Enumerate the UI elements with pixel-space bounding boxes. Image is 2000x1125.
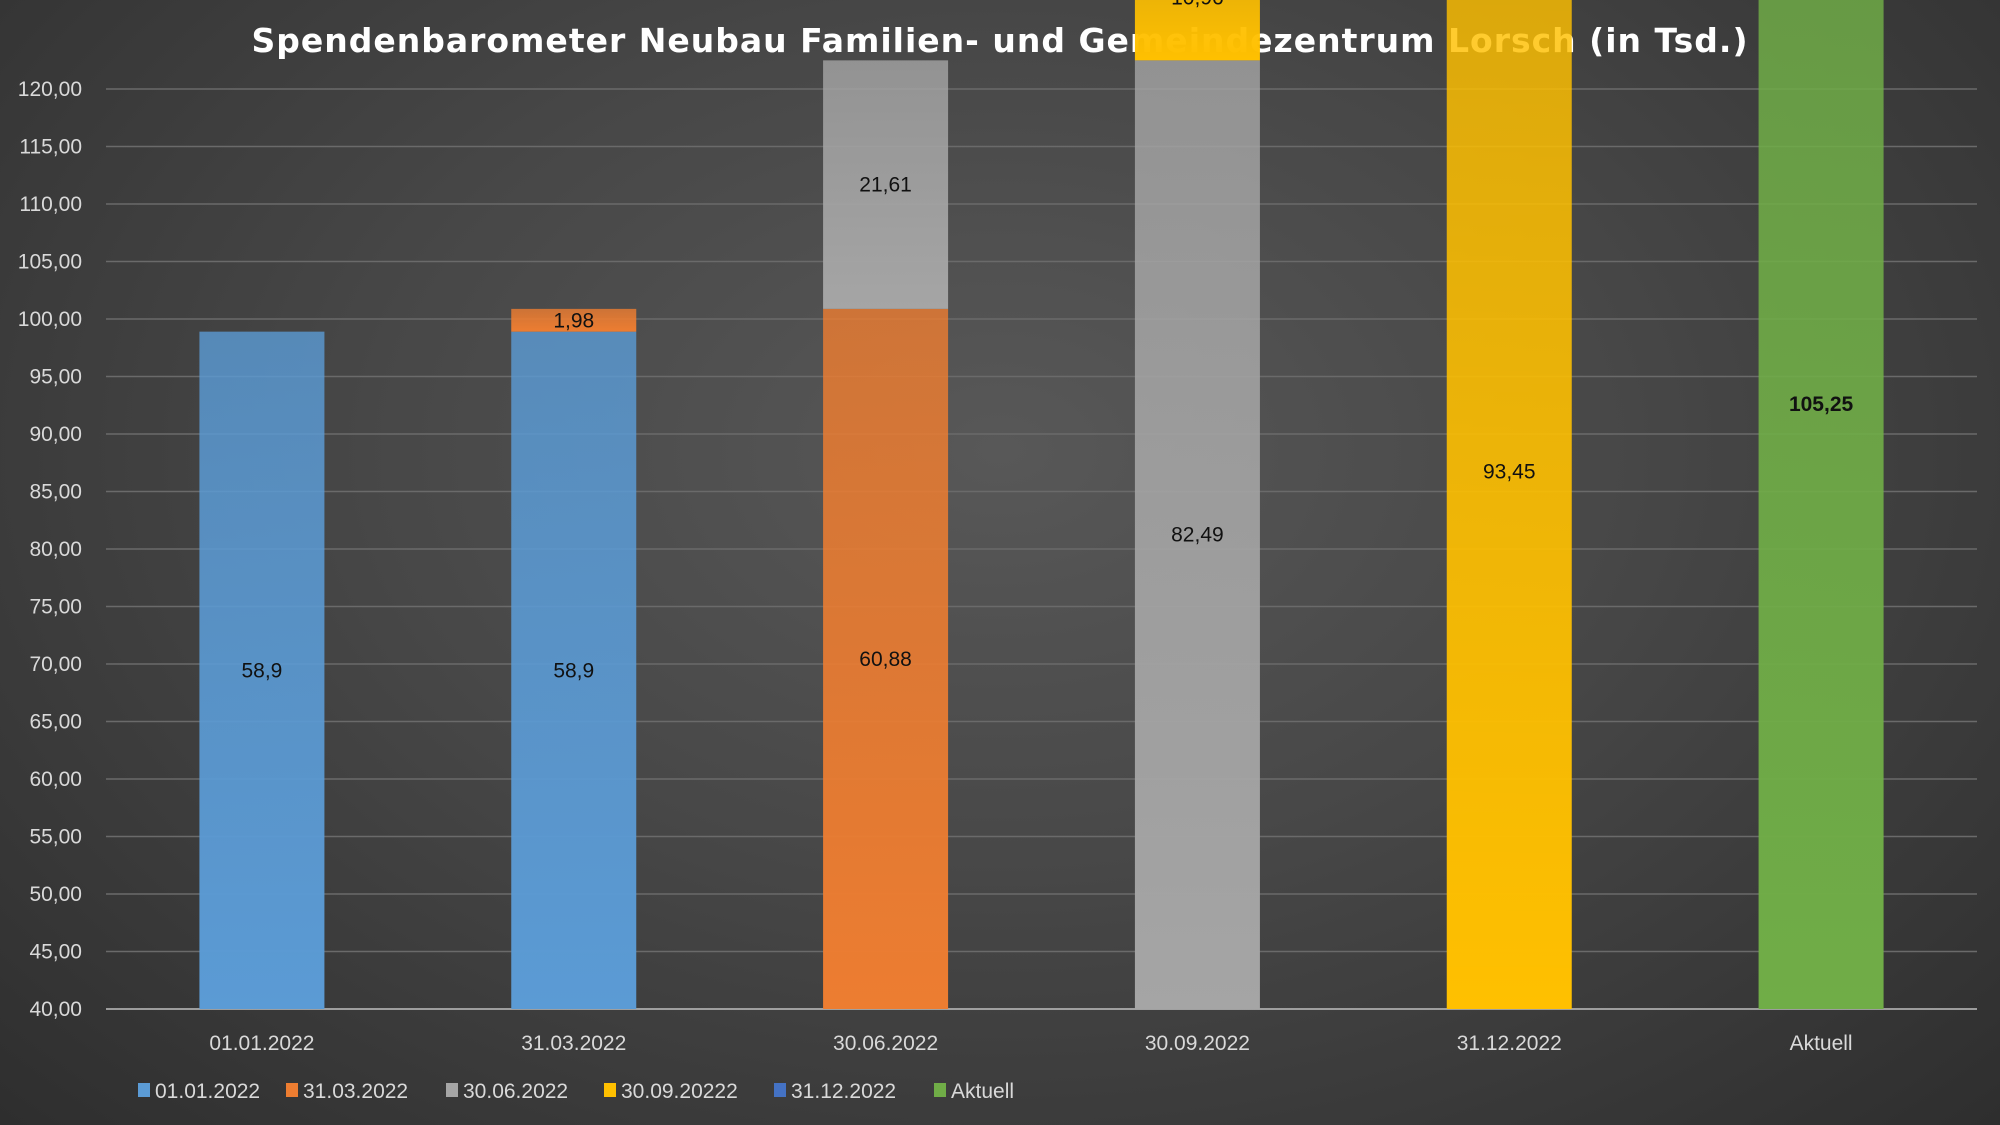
y-tick-label: 95,00 — [29, 366, 82, 389]
data-label: 93,45 — [1483, 461, 1536, 484]
y-tick-label: 45,00 — [29, 941, 82, 964]
y-tick-label: 55,00 — [29, 826, 82, 849]
legend-swatch — [774, 1083, 786, 1097]
x-tick-label: Aktuell — [1790, 1032, 1853, 1055]
y-tick-label: 115,00 — [19, 136, 82, 159]
bar-segment — [511, 331, 637, 1009]
data-label: 82,49 — [1171, 524, 1224, 547]
bar-segment — [1758, 0, 1884, 1009]
x-tick-label: 31.12.2022 — [1457, 1032, 1562, 1055]
x-tick-label: 31.03.2022 — [521, 1032, 626, 1055]
bar-segment — [823, 60, 949, 309]
y-tick-label: 105,00 — [18, 251, 82, 274]
legend-label: 31.12.2022 — [791, 1080, 896, 1103]
y-tick-label: 100,00 — [18, 308, 82, 331]
legend-label: 30.09.20222 — [621, 1080, 738, 1103]
y-tick-label: 50,00 — [29, 883, 82, 906]
data-label: 10,96 — [1171, 0, 1224, 9]
data-label: 21,61 — [859, 174, 912, 197]
bar-segment — [1134, 60, 1260, 1010]
x-tick-label: 30.09.2022 — [1145, 1032, 1250, 1055]
data-label: 58,9 — [241, 659, 282, 682]
y-tick-label: 90,00 — [29, 423, 82, 446]
legend-swatch — [286, 1083, 298, 1097]
legend-swatch — [604, 1083, 616, 1097]
y-tick-label: 65,00 — [29, 711, 82, 734]
y-tick-label: 80,00 — [29, 538, 82, 561]
bar-segment — [199, 331, 325, 1009]
y-tick-label: 85,00 — [29, 481, 82, 504]
y-tick-label: 75,00 — [29, 596, 82, 619]
legend-label: 30.06.2022 — [463, 1080, 568, 1103]
bar-segment — [511, 308, 637, 332]
legend-label: Aktuell — [951, 1080, 1014, 1103]
legend-swatch — [138, 1083, 150, 1097]
y-tick-label: 60,00 — [29, 768, 82, 791]
data-label: 1,98 — [553, 309, 594, 332]
x-tick-label: 30.06.2022 — [833, 1032, 938, 1055]
legend-swatch — [934, 1083, 946, 1097]
y-tick-label: 40,00 — [29, 998, 82, 1021]
data-label: 58,9 — [553, 659, 594, 682]
bar-segment — [823, 308, 949, 1009]
bar-segment — [1446, 0, 1572, 1010]
y-tick-label: 120,00 — [18, 78, 82, 101]
y-tick-label: 70,00 — [29, 653, 82, 676]
legend-swatch — [446, 1083, 458, 1097]
x-tick-label: 01.01.2022 — [209, 1032, 314, 1055]
legend-label: 31.03.2022 — [303, 1080, 408, 1103]
y-tick-label: 110,00 — [19, 193, 82, 216]
legend-label: 01.01.2022 — [155, 1080, 260, 1103]
bar-segment — [1134, 0, 1260, 61]
data-label: 60,88 — [859, 648, 912, 671]
data-label: 105,25 — [1789, 393, 1854, 416]
